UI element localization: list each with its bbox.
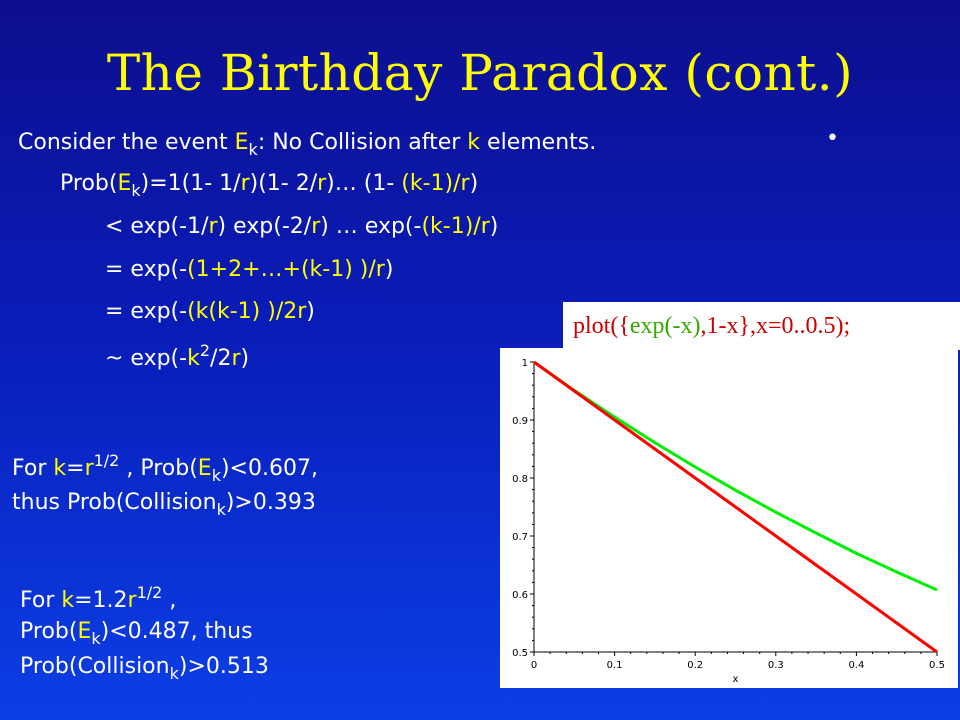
- x-tick-label: 0.5: [929, 660, 945, 671]
- x-tick-label: 0.2: [687, 660, 703, 671]
- scaled-sqrt-r-line-2: Prob(Ek)<0.487, thus: [20, 619, 253, 648]
- y-tick-label: 0.5: [512, 648, 528, 659]
- x-tick-label: 0.1: [607, 660, 623, 671]
- scaled-sqrt-r-line-3: Prob(Collisionk)>0.513: [20, 654, 269, 683]
- slide-title: The Birthday Paradox (cont.): [106, 44, 854, 102]
- exp-closed-form-line: = exp(-(k(k-1) )/2r): [105, 299, 315, 324]
- x-axis-label: x: [733, 674, 739, 685]
- y-tick-label: 0.8: [512, 474, 528, 485]
- series-line-2: [533, 360, 938, 654]
- x-tick-label: 0: [531, 660, 537, 671]
- exp-bound-line: < exp(-1/r) exp(-2/r) … exp(-(k-1)/r): [105, 214, 499, 239]
- x-tick-label: 0.4: [848, 660, 864, 671]
- sqrt-r-result-line-1: For k=r1/2 , Prob(Ek)<0.607,: [12, 451, 318, 485]
- series-line-1: [533, 360, 938, 592]
- y-tick-label: 0.6: [512, 590, 528, 601]
- prob-product-line: Prob(Ek)=1(1- 1/r)(1- 2/r)… (1- (k-1)/r): [60, 171, 479, 200]
- exp-sum-line: = exp(-(1+2+…+(k-1) )/r): [105, 257, 394, 282]
- bullet-mark: •: [826, 126, 839, 151]
- plot-panel: 0 0.1 0.2 0.3 0.4 0.5 0.5 0.6 0.7 0.8 0.9 1 x: [500, 348, 958, 688]
- approximation-line: ~ exp(-k2/2r): [105, 341, 250, 371]
- event-definition-line: Consider the event Ek: No Collision afte…: [18, 130, 597, 159]
- line-chart: 0 0.1 0.2 0.3 0.4 0.5 0.5 0.6 0.7 0.8 0.9 1 x: [512, 358, 945, 685]
- sqrt-r-result-line-2: thus Prob(Collisionk)>0.393: [12, 490, 316, 519]
- y-tick-label: 0.9: [512, 416, 528, 427]
- plot-command-caption: plot({exp(-x),1-x},x=0..0.5);: [563, 302, 960, 350]
- y-tick-label: 0.7: [512, 532, 528, 543]
- x-tick-label: 0.3: [768, 660, 784, 671]
- scaled-sqrt-r-line-1: For k=1.2r1/2 ,: [20, 583, 177, 613]
- y-tick-label: 1: [522, 358, 528, 369]
